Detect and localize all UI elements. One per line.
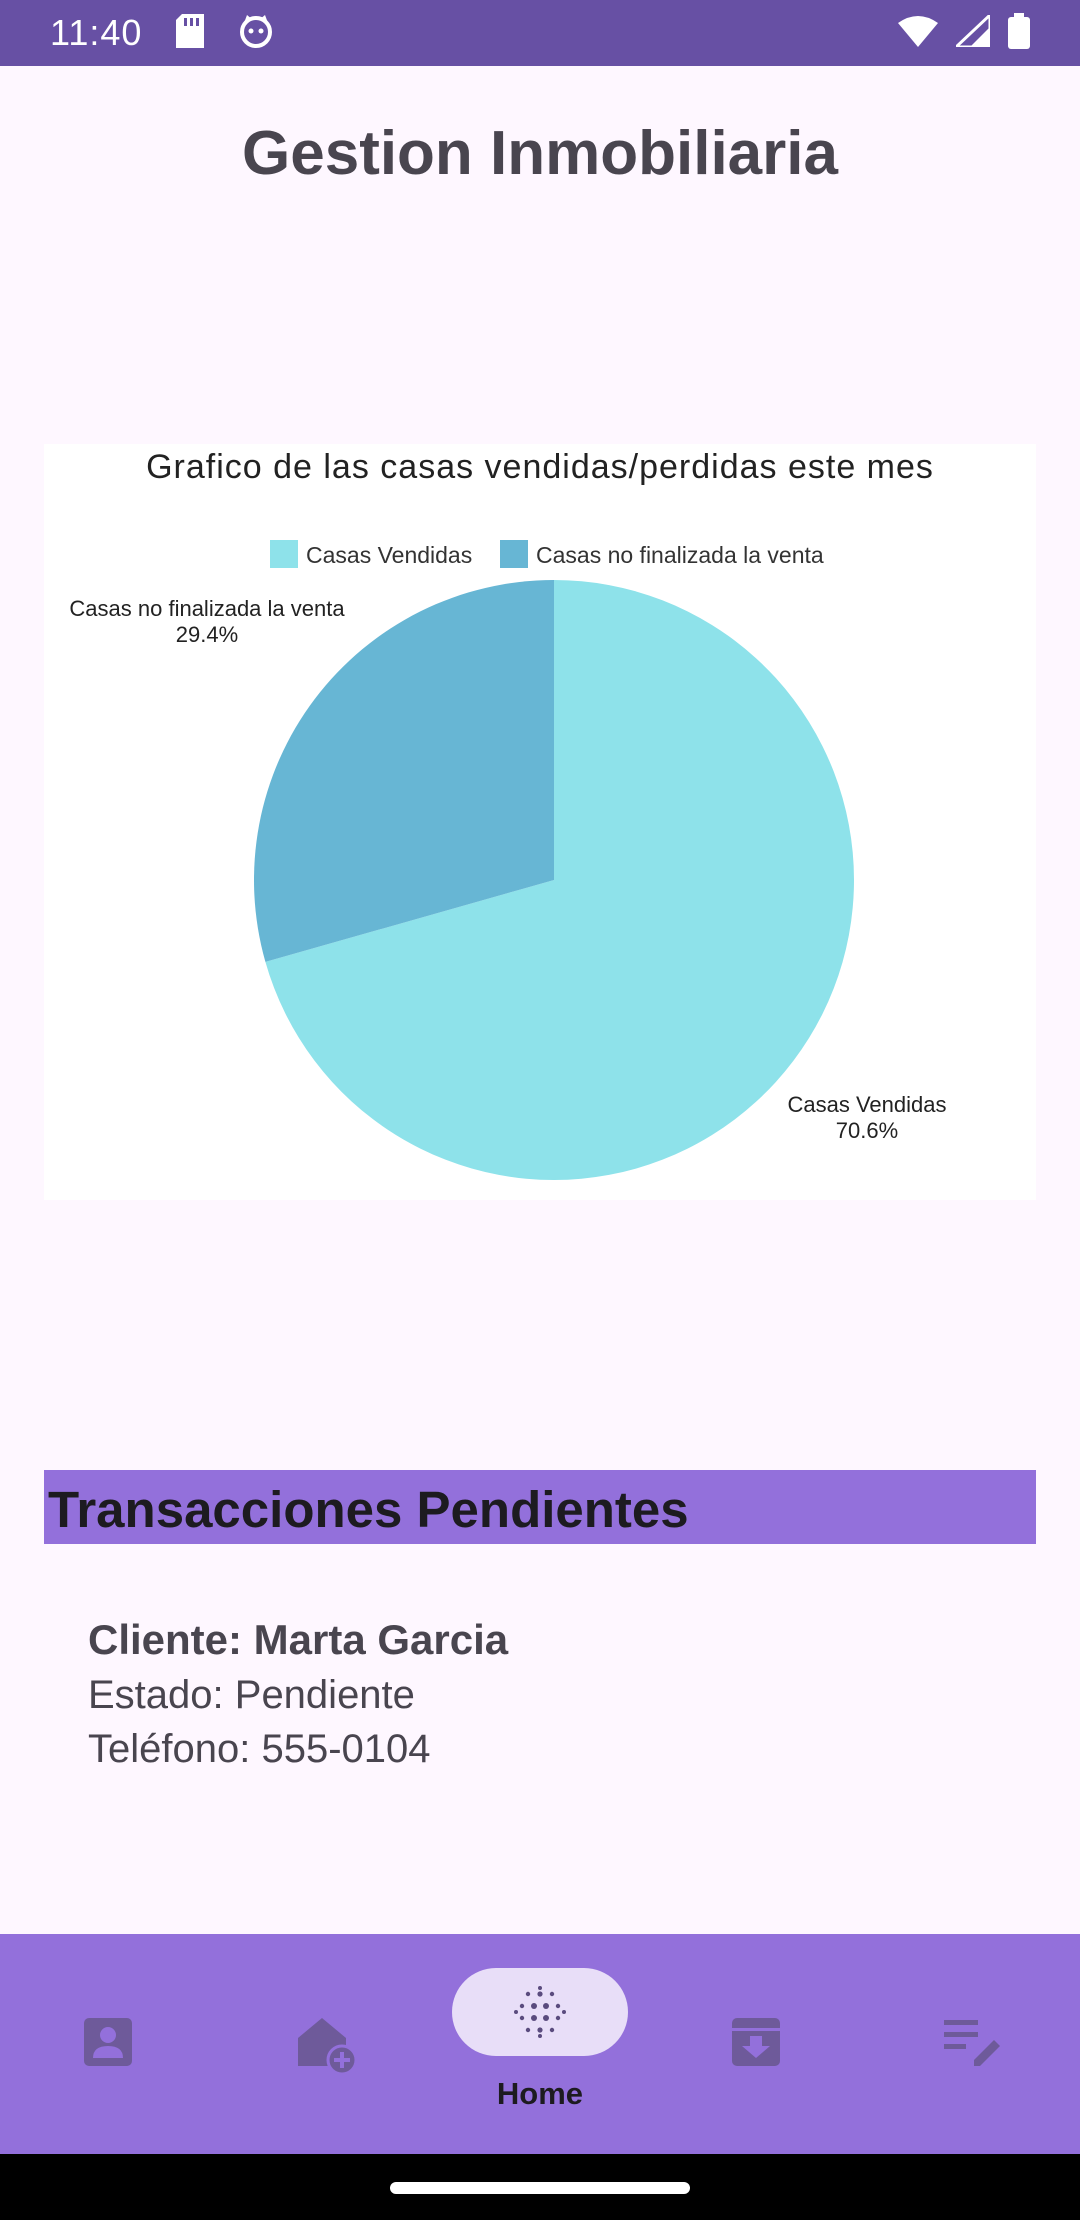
transaction-status: Estado: Pendiente <box>88 1673 415 1717</box>
edit-list-icon <box>944 2020 1000 2066</box>
nav-item-archive[interactable] <box>704 1934 808 2154</box>
cell-signal-icon <box>952 11 992 52</box>
legend-swatch-sold <box>270 540 298 568</box>
slice-label-sold: Casas Vendidas <box>788 1092 947 1117</box>
transaction-item[interactable]: Cliente: Marta Garcia Estado: Pendiente … <box>88 1612 988 1776</box>
battery-icon <box>1008 12 1030 54</box>
nav-item-home[interactable] <box>452 1968 628 2056</box>
nav-item-add-property[interactable] <box>272 1934 376 2154</box>
pie-slice-unfinished <box>253 580 554 962</box>
legend-swatch-unfinished <box>500 540 528 568</box>
legend-label-unfinished: Casas no finalizada la venta <box>536 542 824 568</box>
sd-card-icon <box>176 13 205 53</box>
slice-label-unfinished: Casas no finalizada la venta <box>69 596 345 621</box>
dots-grid-icon <box>514 1986 566 2038</box>
legend-label-sold: Casas Vendidas <box>306 542 472 568</box>
pending-transactions-header: Transacciones Pendientes <box>44 1470 1036 1544</box>
gesture-handle[interactable] <box>390 2182 690 2194</box>
nav-label-home[interactable]: Home <box>496 2076 584 2111</box>
status-time: 11:40 <box>50 12 143 53</box>
gesture-bar <box>0 2154 1080 2220</box>
page-title: Gestion Inmobiliaria <box>242 119 838 188</box>
cat-face-icon <box>238 13 274 54</box>
wifi-icon <box>898 15 938 52</box>
nav-item-notes[interactable] <box>920 1934 1024 2154</box>
pie-chart-card: Grafico de las casas vendidas/perdidas e… <box>44 444 1036 1200</box>
slice-value-sold: 70.6% <box>836 1118 898 1143</box>
status-bar: 11:40 <box>0 0 1080 66</box>
archive-download-icon <box>732 2018 780 2066</box>
transaction-phone: Teléfono: 555-0104 <box>88 1727 431 1771</box>
transaction-client: Cliente: Marta Garcia <box>88 1616 509 1663</box>
slice-value-unfinished: 29.4% <box>176 622 238 647</box>
chart-title: Grafico de las casas vendidas/perdidas e… <box>146 448 934 486</box>
pie-slice-sold <box>265 580 854 1180</box>
nav-item-contacts[interactable] <box>56 1934 160 2154</box>
pie-chart: Grafico de las casas vendidas/perdidas e… <box>69 448 947 1180</box>
house-add-icon <box>298 2018 358 2076</box>
bottom-navigation: Home <box>0 1934 1080 2154</box>
contact-card-icon <box>84 2018 132 2066</box>
